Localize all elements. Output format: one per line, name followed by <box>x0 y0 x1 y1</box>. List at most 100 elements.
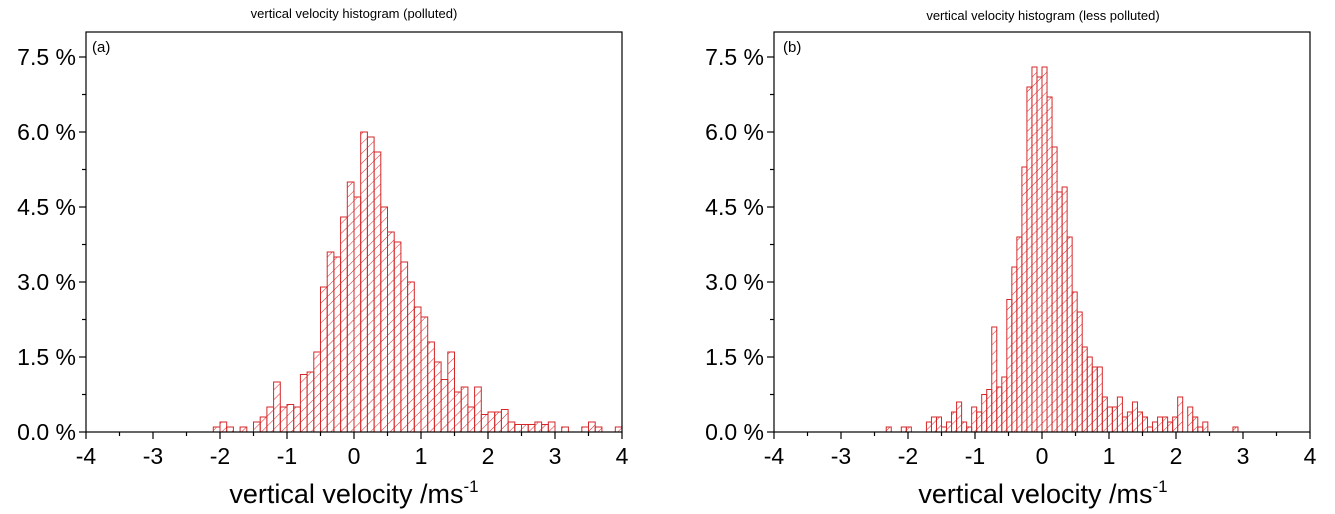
histogram-bar <box>930 416 937 433</box>
histogram-bar <box>1036 76 1043 433</box>
histogram-bar <box>460 386 469 433</box>
x-tick-label: -1 <box>965 443 985 469</box>
histogram-bar <box>941 426 948 433</box>
histogram-bar <box>239 426 248 433</box>
histogram-bar <box>900 426 907 433</box>
histogram-bar <box>340 216 348 433</box>
histogram-bar <box>885 426 892 433</box>
histogram-bar <box>981 394 988 433</box>
histogram-bar <box>1106 406 1113 433</box>
histogram-bar <box>447 351 455 433</box>
histogram-bar <box>1142 416 1149 433</box>
histogram-bar <box>1041 66 1048 433</box>
x-tick-label: 3 <box>549 443 562 469</box>
histogram-bar <box>1061 186 1068 433</box>
histogram-bar <box>581 426 589 433</box>
x-tick-label: 3 <box>1237 443 1250 469</box>
histogram-bar <box>219 421 228 433</box>
histogram-bar <box>971 406 978 433</box>
histogram-bar <box>614 426 623 433</box>
x-axis-label-text: vertical velocity /ms <box>229 479 463 509</box>
x-tick-label: 0 <box>1036 443 1049 469</box>
histogram-bar <box>413 306 422 433</box>
histogram-bar <box>427 341 435 433</box>
histogram-bar <box>961 421 968 433</box>
histogram-bar <box>1096 366 1103 433</box>
x-tick-label: 2 <box>482 443 495 469</box>
histogram-bar <box>313 351 321 433</box>
histogram-bar <box>212 426 221 433</box>
x-tick-label: -2 <box>898 443 918 469</box>
histogram-bar <box>366 136 375 433</box>
histogram-bar <box>986 389 993 433</box>
ticks-group: -4 -3 -2 -1 0 1 2 3 4 0.0 % 1.5 % 3.0 % 4.5 % 6.0 % 7.… <box>17 44 628 469</box>
histogram-bar <box>480 414 489 433</box>
histogram-bar <box>1197 426 1204 433</box>
chart-panel-b: vertical velocity histogram (less pollut… <box>705 8 1316 509</box>
histogram-bar <box>1081 346 1088 433</box>
histogram-bar <box>440 379 449 433</box>
y-tick-label: 6.0 % <box>705 119 764 145</box>
chart-title: vertical velocity histogram (polluted) <box>251 6 458 21</box>
histogram-bar <box>353 196 362 433</box>
histogram-bar <box>1131 401 1138 433</box>
histogram-bar <box>360 131 368 433</box>
bars-group <box>885 66 1239 433</box>
histogram-bar <box>1126 411 1133 433</box>
x-tick-label: 4 <box>1304 443 1317 469</box>
histogram-bar <box>320 286 328 433</box>
bars-group <box>212 131 623 433</box>
panel-label: (a) <box>92 39 110 56</box>
histogram-bar <box>541 424 549 433</box>
x-tick-label: 4 <box>616 443 629 469</box>
histogram-bar <box>279 406 288 433</box>
histogram-bar <box>1011 266 1018 433</box>
histogram-bar <box>494 411 502 433</box>
y-tick-label: 6.0 % <box>17 119 76 145</box>
y-tick-label: 3.0 % <box>17 269 76 295</box>
histogram-bar <box>266 406 275 433</box>
x-axis-label-superscript: -1 <box>463 477 478 496</box>
y-tick-label: 0.0 % <box>705 419 764 445</box>
x-tick-label: 2 <box>1170 443 1183 469</box>
histogram-bar <box>534 421 543 433</box>
histogram-bar <box>467 406 476 433</box>
x-tick-label: -1 <box>277 443 297 469</box>
histogram-bar <box>966 426 973 433</box>
y-tick-label: 4.5 % <box>17 194 76 220</box>
y-tick-label: 7.5 % <box>17 44 76 70</box>
histogram-bar <box>951 411 958 433</box>
histogram-bar <box>1116 396 1123 433</box>
histogram-bar <box>1076 311 1083 433</box>
y-tick-label: 1.5 % <box>705 344 764 370</box>
histogram-bar <box>521 424 529 433</box>
histogram-bar <box>500 409 509 433</box>
histogram-bar <box>420 316 429 433</box>
histogram-bar <box>407 281 415 433</box>
x-tick-label: -3 <box>143 443 163 469</box>
x-tick-label: -3 <box>831 443 851 469</box>
chart-panel-a: vertical velocity histogram (polluted) (… <box>17 6 628 509</box>
histogram-bar <box>1152 421 1159 433</box>
histogram-bar <box>474 386 482 433</box>
x-axis-label-text: vertical velocity /ms <box>918 479 1152 509</box>
histogram-bar <box>956 401 963 433</box>
histogram-bar <box>400 261 409 433</box>
histogram-bar <box>905 426 912 433</box>
histogram-bar <box>1232 426 1239 433</box>
histogram-bar <box>1157 416 1164 433</box>
ticks-group: -4 -3 -2 -1 0 1 2 3 4 0.0 % 1.5 % 3.0 % 4.5 % 6.0 % 7.… <box>705 44 1316 469</box>
histogram-bar <box>253 421 261 433</box>
histogram-bar <box>996 386 1003 433</box>
histogram-bar <box>1167 421 1174 433</box>
x-tick-label: -4 <box>764 443 785 469</box>
histogram-bar <box>935 416 942 433</box>
histogram-bar <box>373 151 382 433</box>
histogram-bar <box>1121 416 1128 433</box>
histogram-bar <box>259 416 268 433</box>
histogram-bar <box>380 206 388 433</box>
histogram-bar <box>306 371 315 433</box>
y-tick-label: 1.5 % <box>17 344 76 370</box>
x-axis-label-superscript: -1 <box>1152 477 1167 496</box>
